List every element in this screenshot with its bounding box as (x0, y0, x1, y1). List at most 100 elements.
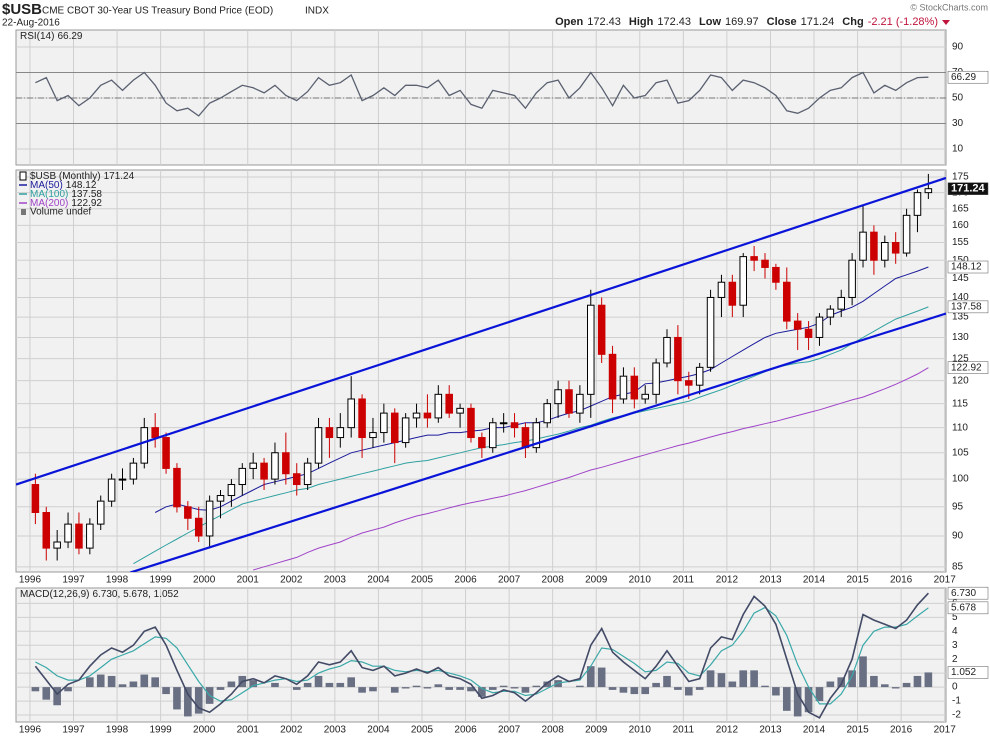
value-box (947, 666, 989, 679)
histogram-bar (554, 680, 562, 688)
candle-body (271, 452, 279, 480)
candle-body (53, 541, 61, 549)
x-tick-label: 2016 (890, 575, 913, 586)
histogram-bar (641, 687, 650, 695)
x-tick-label: 2016 (890, 725, 913, 736)
candle-body (303, 462, 312, 486)
candle-body (630, 375, 639, 400)
value-box-label: 148.12 (951, 262, 982, 273)
candle-body (369, 432, 377, 439)
candle-body (96, 500, 105, 525)
quote-label: Open (555, 16, 583, 28)
value-box (947, 586, 989, 600)
histogram-bar (423, 687, 432, 689)
histogram-bar (815, 687, 824, 702)
candle-body (826, 308, 835, 318)
histogram-bar (467, 687, 475, 692)
histogram-bar (401, 687, 410, 689)
y-tick-label: 5 (952, 612, 958, 623)
histogram-bar (390, 687, 399, 693)
histogram-bar (412, 685, 421, 688)
x-tick-label: 1999 (149, 575, 172, 586)
x-tick-label: 2015 (846, 575, 869, 586)
histogram-bar (597, 667, 606, 688)
candle-body (151, 427, 159, 439)
candle-body (685, 380, 693, 386)
y-tick-label: 10 (952, 144, 964, 155)
histogram-bar (325, 682, 334, 688)
legend-value: 5.678 (123, 589, 148, 600)
trendline (16, 176, 946, 486)
x-tick-label: 2003 (324, 575, 347, 586)
candle-body (554, 389, 562, 405)
x-tick-label: 1996 (19, 725, 42, 736)
histogram-bar (499, 685, 508, 688)
histogram-bar (761, 685, 769, 688)
legend: $USB (Monthly) 171.24 (30, 171, 135, 182)
histogram-bar (53, 687, 61, 706)
x-tick-label: 1999 (149, 725, 172, 736)
value-box-label: 5.678 (951, 602, 976, 613)
y-tick-label: 100 (952, 474, 969, 485)
y-tick-label: 30 (952, 118, 964, 129)
candle-body (75, 523, 83, 549)
x-tick-label: 1997 (62, 725, 85, 736)
x-tick-label: 2012 (716, 575, 739, 586)
x-tick-label: 2007 (498, 575, 521, 586)
candle-body (663, 336, 671, 364)
candle-body (42, 511, 51, 549)
candle-body (184, 506, 192, 519)
y-tick-label: 155 (952, 237, 969, 248)
value-box (947, 182, 989, 195)
histogram-bar (728, 681, 737, 688)
histogram-bar (271, 682, 279, 688)
histogram-bar (782, 687, 791, 711)
histogram-bar (369, 687, 377, 692)
candle-body (216, 495, 225, 502)
date: 22-Aug-2016 (2, 18, 60, 29)
y-tick-label: 175 (952, 172, 969, 183)
y-tick-label: 115 (952, 398, 968, 409)
plot-area (16, 588, 946, 722)
candle-body (478, 437, 486, 449)
histogram-bar (608, 687, 617, 690)
quote-value: 172.43 (657, 16, 691, 28)
quote-value: 171.24 (801, 16, 835, 28)
candle-body (140, 427, 149, 464)
histogram-bar (151, 677, 159, 688)
legend-icon (21, 209, 26, 215)
candle-body (543, 403, 551, 424)
candle-body (924, 188, 933, 194)
separator: , (118, 589, 124, 600)
candle-body (576, 393, 584, 414)
value-box (947, 70, 989, 84)
x-tick-label: 2006 (454, 725, 477, 736)
histogram-bar (576, 685, 584, 688)
exchange: INDX (305, 6, 329, 17)
candle-body (674, 336, 682, 382)
x-tick-label: 2010 (629, 575, 652, 586)
candle-body (837, 296, 846, 310)
histogram-bar (652, 682, 660, 688)
y-tick-label: 3 (952, 640, 958, 651)
candle-body (173, 467, 181, 508)
histogram-bar (586, 666, 595, 688)
value-box-label: 6.730 (951, 588, 976, 599)
quote-value: 172.43 (587, 16, 621, 28)
candle-body (761, 259, 769, 268)
x-tick-label: 2001 (237, 575, 260, 586)
candle-body (401, 417, 410, 444)
candle-body (358, 398, 366, 439)
candle-body (706, 296, 715, 368)
candle-body (118, 478, 127, 481)
y-tick-label: 95 (952, 501, 964, 512)
histogram-bar (184, 687, 192, 717)
candle-body (347, 398, 355, 429)
quote-label: Close (767, 16, 797, 28)
x-tick-label: 2017 (934, 725, 957, 736)
legend-value: 122.92 (71, 198, 102, 209)
moving-average (133, 306, 929, 565)
candle-body (423, 412, 432, 419)
histogram-bar (249, 680, 257, 688)
y-tick-label: 145 (952, 273, 969, 284)
